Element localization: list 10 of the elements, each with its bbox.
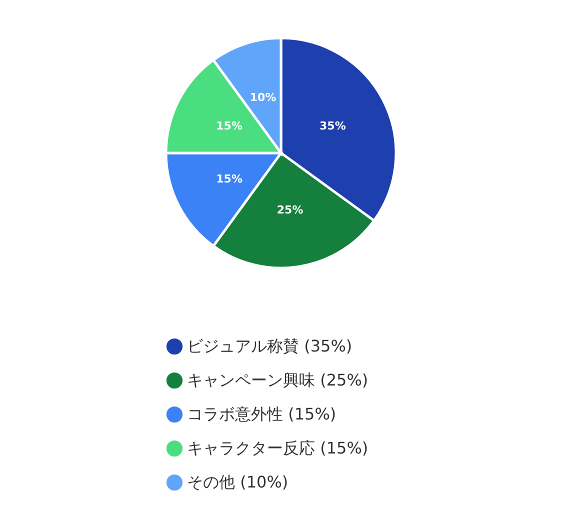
data-label: 15% — [216, 172, 242, 186]
data-label: 15% — [216, 120, 242, 133]
legend-label: キャンペーン興味 (25%) — [187, 370, 368, 390]
data-label: 35% — [320, 120, 346, 133]
legend-label: コラボ意外性 (15%) — [187, 404, 336, 424]
legend-label: ビジュアル称賛 (35%) — [187, 336, 352, 356]
legend-label: キャラクター反応 (15%) — [187, 438, 368, 458]
data-label: 25% — [276, 203, 304, 216]
legend-label: その他 (10%) — [187, 472, 288, 492]
data-label: 10% — [250, 90, 276, 104]
